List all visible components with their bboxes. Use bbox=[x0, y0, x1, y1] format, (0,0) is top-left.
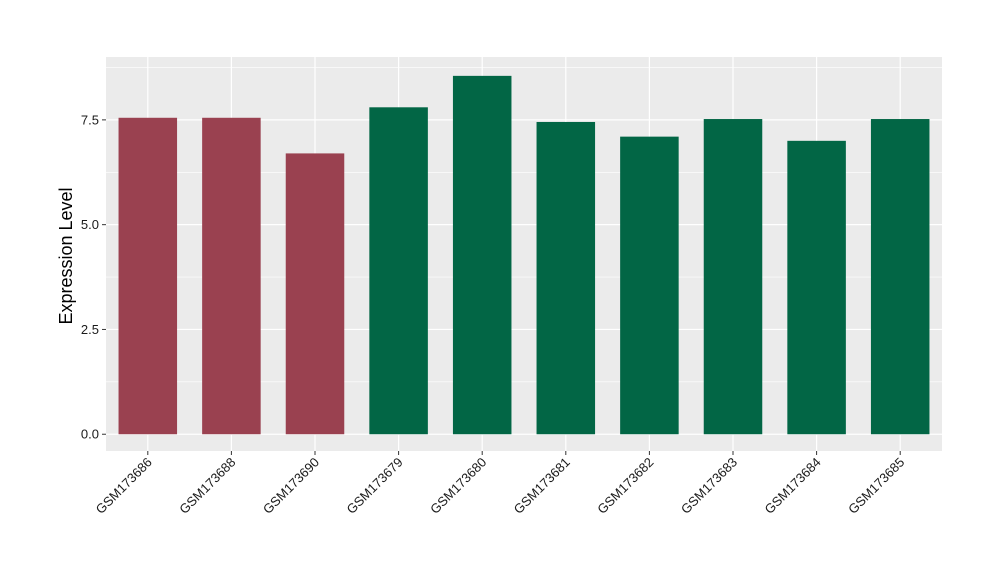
bar-GSM173686 bbox=[118, 117, 178, 435]
x-tick-label: GSM173682 bbox=[594, 455, 656, 517]
x-tick-label: GSM173679 bbox=[343, 455, 405, 517]
bar-GSM173682 bbox=[620, 136, 679, 435]
x-tick-label: GSM173683 bbox=[678, 455, 740, 517]
bar-GSM173690 bbox=[285, 153, 345, 435]
x-tick-label: GSM173685 bbox=[845, 455, 907, 517]
y-tick-label: 5.0 bbox=[81, 217, 99, 232]
bar-GSM173681 bbox=[536, 121, 596, 435]
y-axis: 0.0 2.5 5.0 7.5 bbox=[81, 112, 106, 442]
bar-GSM173679 bbox=[369, 107, 428, 435]
y-tick-label: 0.0 bbox=[81, 427, 99, 442]
y-tick-label: 7.5 bbox=[81, 112, 99, 127]
bar-GSM173688 bbox=[202, 117, 261, 435]
x-tick-label: GSM173684 bbox=[761, 455, 823, 517]
x-tick-label: GSM173686 bbox=[93, 455, 155, 517]
bar-GSM173680 bbox=[452, 75, 512, 435]
bar-GSM173684 bbox=[787, 140, 846, 435]
bars bbox=[118, 75, 930, 435]
x-tick-label: GSM173680 bbox=[427, 455, 489, 517]
y-axis-title: Expression Level bbox=[56, 187, 76, 324]
x-tick-label: GSM173681 bbox=[511, 455, 573, 517]
y-tick-label: 2.5 bbox=[81, 322, 99, 337]
x-tick-label: GSM173690 bbox=[260, 455, 322, 517]
bar-GSM173683 bbox=[703, 119, 763, 435]
x-tick-label: GSM173688 bbox=[176, 455, 238, 517]
bar-GSM173685 bbox=[870, 119, 930, 435]
x-axis: GSM173686 GSM173688 GSM173690 GSM173679 GSM1… bbox=[93, 451, 907, 517]
